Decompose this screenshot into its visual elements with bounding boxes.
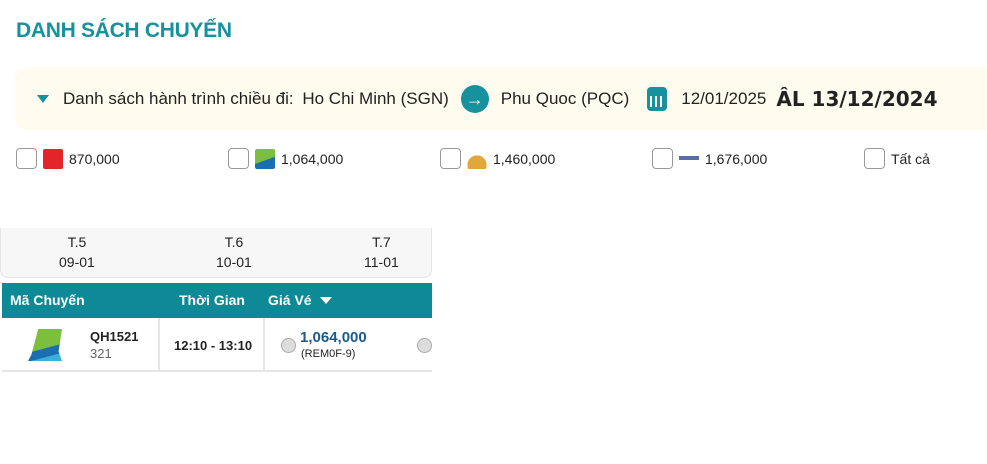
filter-price: 1,064,000 [281,150,344,167]
fare-radio[interactable] [281,338,296,353]
filter-price: 1,460,000 [493,150,556,167]
date-tabs: T.5 09-01 T.6 10-01 T.7 11-01 [0,228,432,278]
vietnam-airlines-logo-icon [467,148,487,169]
filter-all-label: Tất cả [891,150,930,167]
fare-class: (REM0F-9) [301,348,356,360]
bamboo-logo-icon [28,329,62,361]
vietjet-logo-icon [43,148,63,169]
filter-price: 1,676,000 [705,150,768,167]
route-banner: Danh sách hành trình chiều đi: Ho Chi Mi… [15,68,987,130]
arrow-right-icon: → [460,85,489,113]
fare-price: 1,064,000 [300,329,367,346]
bamboo-logo-icon [255,148,275,169]
route-from: Ho Chi Minh (SGN) [302,89,449,108]
header-time[interactable]: Thời Gian [179,292,245,308]
collapse-toggle-icon[interactable] [37,95,49,103]
checkbox[interactable] [228,148,249,169]
route-label: Danh sách hành trình chiều đi: [63,89,294,108]
fare-radio[interactable] [417,338,432,353]
checkbox[interactable] [16,148,37,169]
date-tab-date: 11-01 [364,254,399,270]
airline-filters: 870,000 1,064,000 1,460,000 1,676,000 Tấ… [16,148,987,172]
filter-bamboo[interactable]: 1,064,000 [228,148,343,169]
header-code[interactable]: Mã Chuyến [10,292,85,308]
flight-code: QH1521 [90,329,139,344]
date-tab[interactable]: T.5 09-01 [59,232,95,272]
filter-price: 870,000 [69,150,120,167]
route-date: 12/01/2025 [681,89,767,108]
checkbox[interactable] [652,148,673,169]
date-tab-day: T.5 [67,234,87,250]
date-tab[interactable]: T.7 11-01 [364,232,399,272]
filter-pacific[interactable]: 1,676,000 [652,148,767,169]
date-tab-day: T.7 [372,234,391,250]
sort-down-icon[interactable] [320,297,332,304]
header-price[interactable]: Giá Vé [268,292,312,308]
date-tab-date: 10-01 [216,254,252,270]
checkbox[interactable] [864,148,885,169]
route-to: Phu Quoc (PQC) [500,89,630,108]
aircraft-type: 321 [90,346,112,361]
page-title: DANH SÁCH CHUYẾN [16,19,232,42]
checkbox[interactable] [440,148,461,169]
lunar-date: ÂL 13/12/2024 [776,87,938,111]
date-tab-date: 09-01 [59,254,95,270]
filter-vietjet[interactable]: 870,000 [16,148,120,169]
table-row[interactable]: QH1521 321 12:10 - 13:10 1,064,000 (REM0… [2,318,432,372]
pacific-airlines-logo-icon [679,148,699,169]
flight-time: 12:10 - 13:10 [174,338,253,353]
calendar-icon[interactable] [647,87,668,111]
filter-all[interactable]: Tất cả [864,148,930,169]
date-tab[interactable]: T.6 10-01 [216,232,252,272]
filter-vietnam-airlines[interactable]: 1,460,000 [440,148,555,169]
date-tab-day: T.6 [224,234,244,250]
table-header: Mã Chuyến Thời Gian Giá Vé [2,283,432,318]
